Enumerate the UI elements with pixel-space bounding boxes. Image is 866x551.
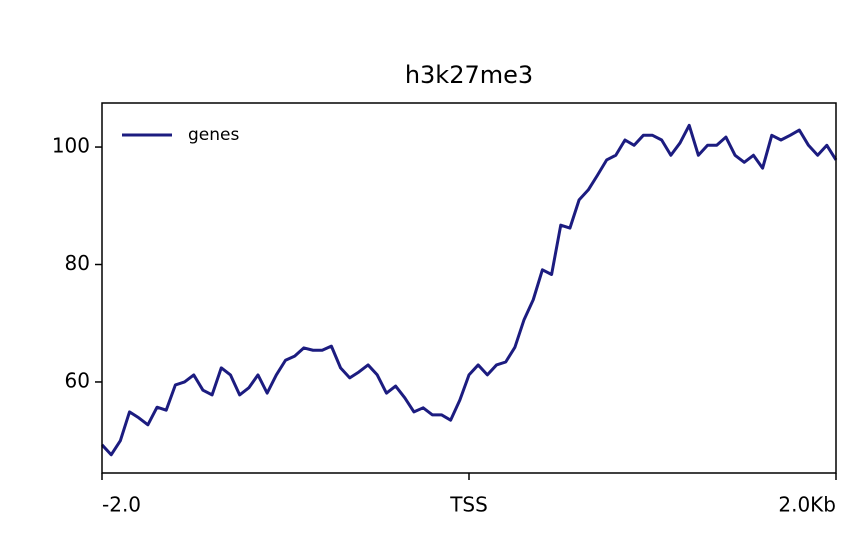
y-tick-label: 100 [52, 134, 90, 158]
x-tick-label: -2.0 [102, 493, 141, 517]
x-tick-label: TSS [449, 493, 488, 517]
chart-title: h3k27me3 [405, 61, 533, 89]
line-series [100, 123, 838, 457]
y-tick-label: 60 [65, 368, 90, 392]
y-tick-label: 80 [65, 251, 90, 275]
plot-frame [101, 102, 837, 474]
legend-label: genes [188, 125, 239, 145]
x-tick-label: 2.0Kb [778, 493, 836, 517]
